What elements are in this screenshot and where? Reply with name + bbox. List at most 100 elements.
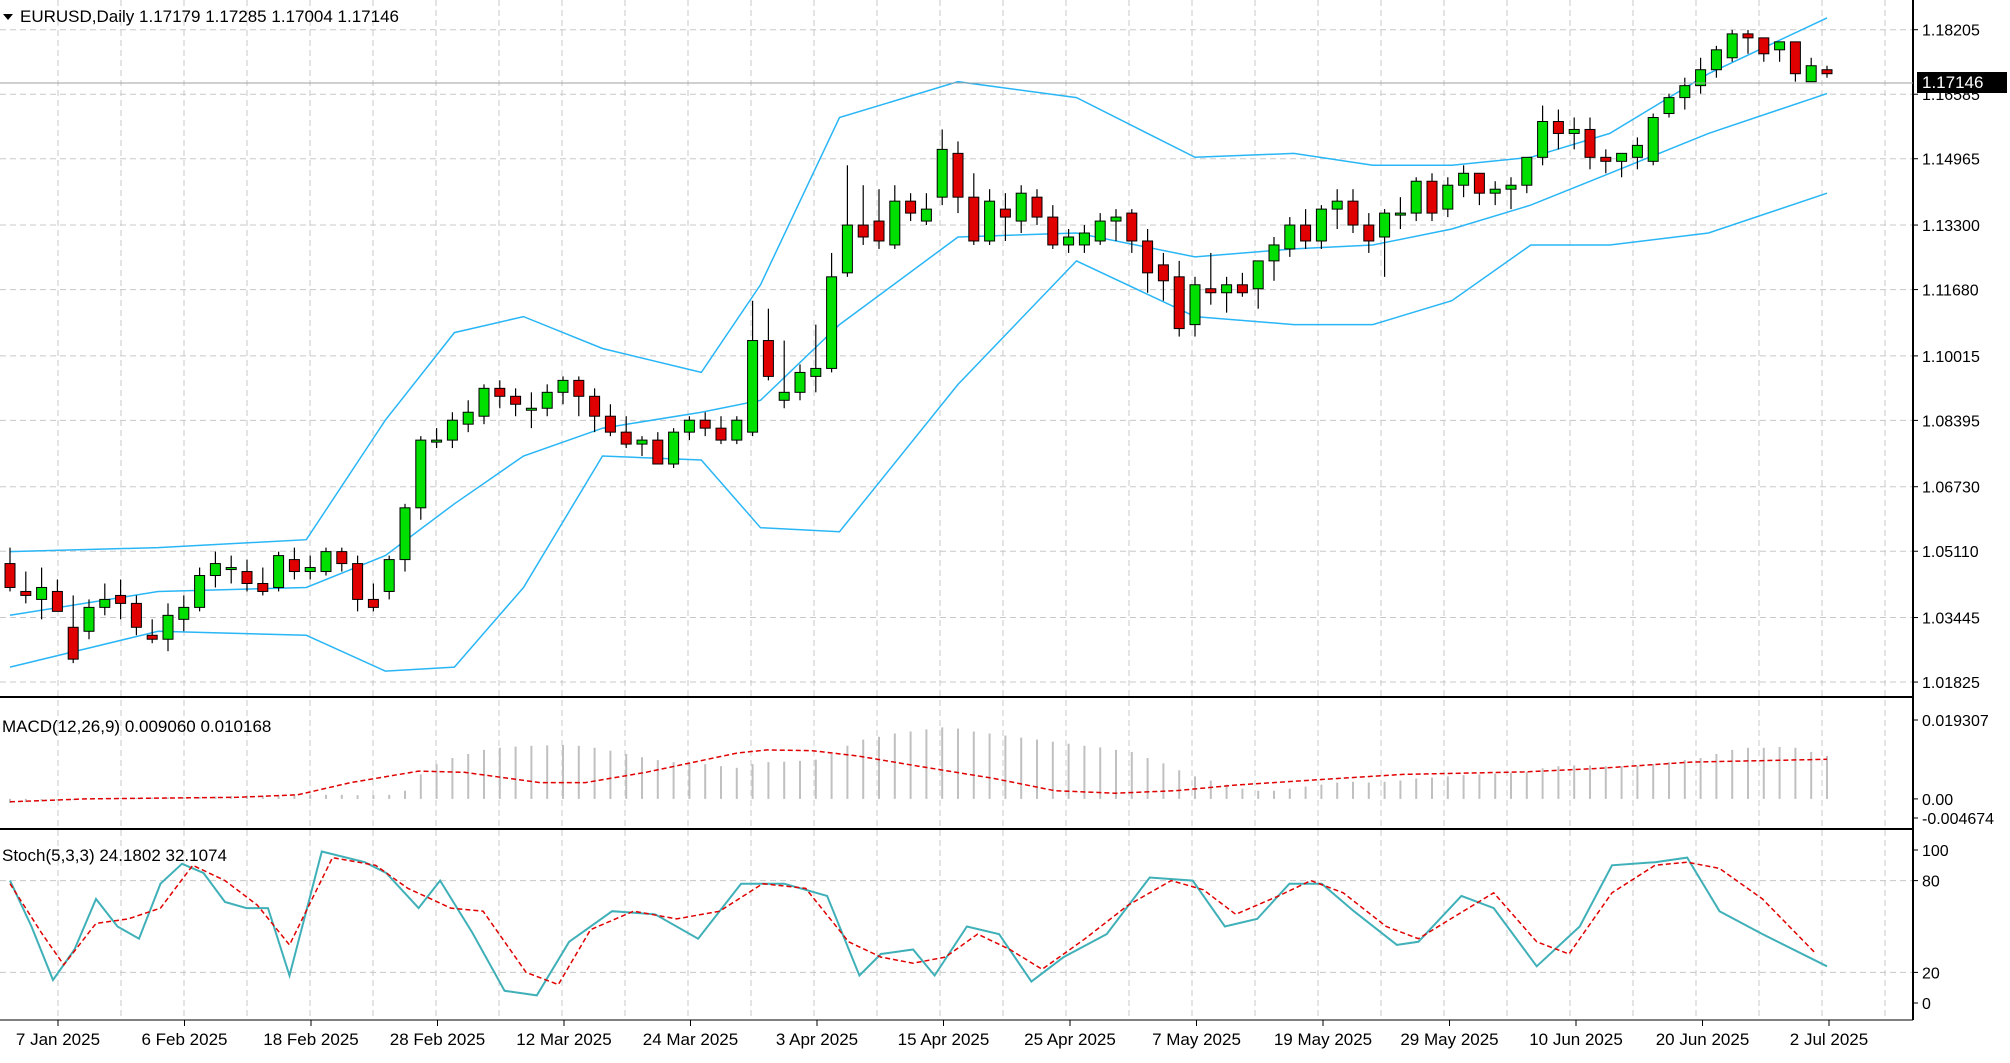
bull-candle [1063, 236, 1075, 246]
bear-candle [999, 208, 1011, 218]
bull-candle [99, 598, 111, 608]
price-axis-label: 1.14965 [1922, 152, 1980, 169]
date-axis-label: 20 Jun 2025 [1656, 1030, 1750, 1049]
bull-candle [1110, 216, 1122, 222]
bull-candle [1774, 41, 1786, 51]
bull-candle [1647, 117, 1659, 162]
bear-candle [620, 431, 632, 445]
bear-candle [51, 590, 63, 612]
bull-candle [383, 559, 395, 592]
bull-candle [1631, 144, 1643, 158]
price-axis-label: 1.01825 [1922, 675, 1980, 692]
bull-candle [1679, 85, 1691, 99]
bull-candle [1616, 152, 1628, 162]
bull-candle [1015, 192, 1027, 222]
bull-candle [636, 439, 648, 445]
bull-candle [731, 419, 743, 441]
stoch-main-line [9, 850, 1828, 997]
bear-candle [1363, 224, 1375, 242]
bull-candle [1284, 224, 1296, 250]
bull-candle [778, 391, 790, 401]
date-axis-label: 12 Mar 2025 [516, 1030, 611, 1049]
macd-label: MACD(12,26,9) 0.009060 0.010168 [2, 717, 271, 736]
bear-candle [573, 379, 585, 397]
bollinger-middle-band [9, 92, 1828, 617]
bull-candle [83, 606, 95, 632]
bear-candle [715, 427, 727, 441]
bear-candle [1300, 224, 1312, 242]
bull-candle [178, 606, 190, 620]
bear-candle [1742, 33, 1754, 39]
date-axis-label: 6 Feb 2025 [141, 1030, 227, 1049]
bear-candle [1047, 216, 1059, 246]
bull-candle [1710, 49, 1722, 71]
current-price-badge [1917, 72, 2007, 93]
stoch-axis-label: 100 [1922, 843, 1949, 860]
bull-candle [194, 575, 206, 608]
date-axis-label: 29 May 2025 [1400, 1030, 1498, 1049]
bull-candle [810, 367, 822, 377]
date-axis-label: 2 Jul 2025 [1790, 1030, 1868, 1049]
date-axis-label: 7 May 2025 [1152, 1030, 1241, 1049]
price-axis-label: 1.08395 [1922, 413, 1980, 430]
bear-candle [336, 551, 348, 565]
bull-candle [415, 439, 427, 509]
price-axis-label: 1.03445 [1922, 611, 1980, 628]
date-axis-label: 24 Mar 2025 [643, 1030, 738, 1049]
bear-candle [1758, 37, 1770, 55]
bull-candle [431, 439, 443, 443]
bear-candle [1473, 172, 1485, 194]
bear-candle [604, 415, 616, 433]
bear-candle [352, 563, 364, 600]
bear-candle [1142, 240, 1154, 274]
bull-candle [557, 379, 569, 393]
bull-candle [1078, 232, 1090, 246]
bear-candle [115, 594, 127, 604]
bear-candle [968, 196, 980, 242]
price-axis-label: 1.06730 [1922, 480, 1980, 497]
price-axis-label: 1.05110 [1922, 544, 1979, 561]
bull-candle [1094, 220, 1106, 242]
date-axis-label: 28 Feb 2025 [390, 1030, 485, 1049]
bull-candle [541, 391, 553, 409]
bull-candle [320, 551, 332, 573]
date-axis-label: 25 Apr 2025 [1024, 1030, 1116, 1049]
bull-candle [162, 614, 174, 640]
date-axis-label: 19 May 2025 [1274, 1030, 1372, 1049]
bull-candle [889, 200, 901, 246]
macd-axis-label: 0.00 [1922, 792, 1953, 809]
bull-candle [1379, 212, 1391, 238]
symbol-header: EURUSD,Daily 1.17179 1.17285 1.17004 1.1… [20, 7, 399, 26]
bear-candle [1205, 288, 1217, 294]
bull-candle [984, 200, 996, 242]
bull-candle [1568, 128, 1580, 134]
bear-candle [67, 626, 79, 660]
bull-candle [225, 567, 237, 571]
bull-candle [36, 586, 48, 600]
stoch-axis-label: 20 [1922, 965, 1940, 982]
current-price-value: 1.17146 [1922, 73, 1983, 92]
bear-candle [1426, 180, 1438, 214]
bull-candle [1663, 97, 1675, 115]
bear-candle [589, 395, 601, 417]
bull-candle [1521, 156, 1533, 186]
bull-candle [1410, 180, 1422, 214]
bear-candle [1552, 120, 1564, 134]
bear-candle [510, 395, 522, 405]
bear-candle [1821, 69, 1833, 75]
bear-candle [1031, 196, 1043, 218]
bear-candle [288, 559, 300, 573]
stoch-axis-label: 80 [1922, 874, 1940, 891]
stoch-label: Stoch(5,3,3) 24.1802 32.1074 [2, 846, 227, 865]
bull-candle [1252, 260, 1264, 290]
bull-candle [1726, 33, 1738, 59]
symbol-dropdown-icon[interactable] [3, 14, 13, 20]
bull-candle [826, 276, 838, 369]
bear-candle [1126, 212, 1138, 242]
bull-candle [920, 208, 932, 222]
bull-candle [1442, 184, 1454, 210]
bull-candle [794, 371, 806, 393]
bear-candle [20, 590, 32, 596]
